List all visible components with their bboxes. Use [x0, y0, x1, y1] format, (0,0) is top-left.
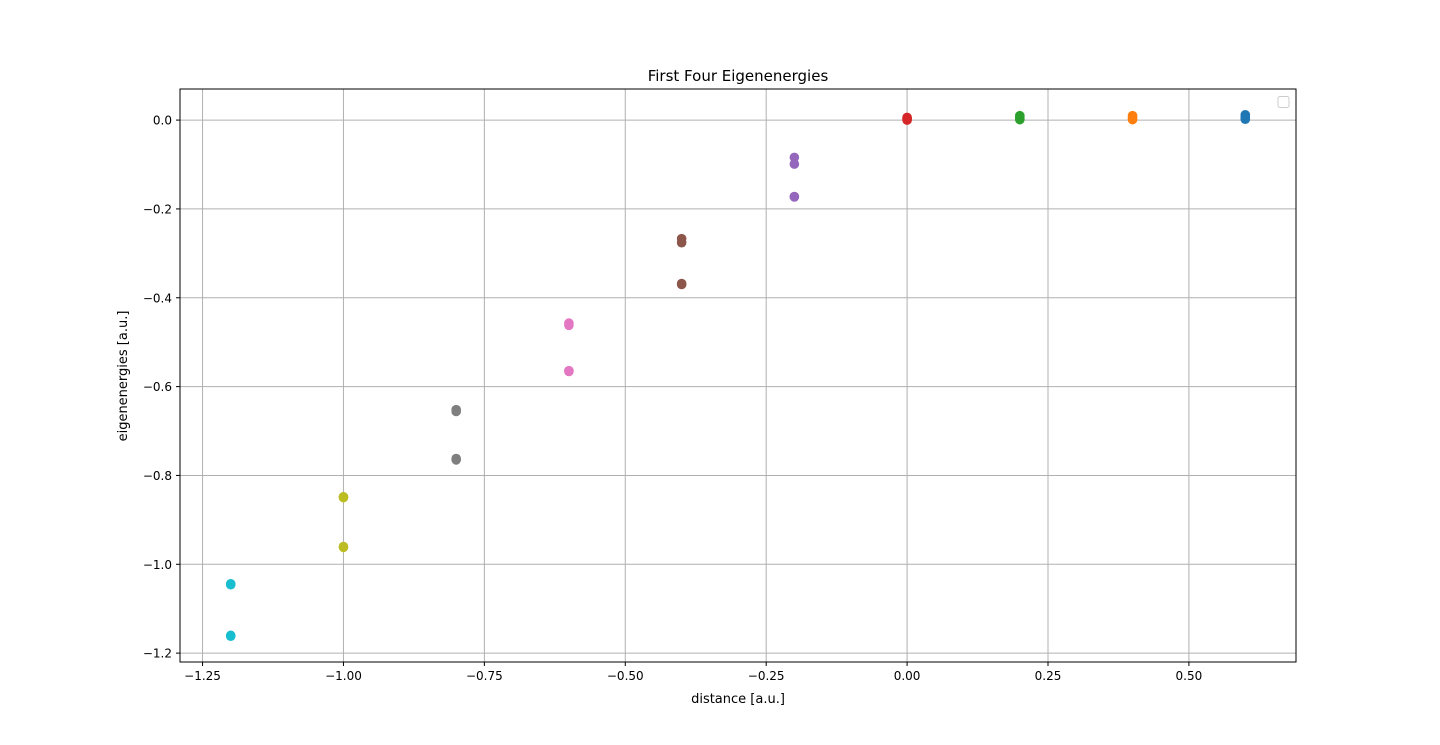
- chart-title: First Four Eigenenergies: [648, 67, 829, 85]
- y-axis-ticks: 0.0 −0.2 −0.4 −0.6 −0.8 −1.0 −1.2: [143, 114, 180, 661]
- x-tick-label: −1.00: [325, 669, 362, 683]
- scatter-point: [225, 579, 236, 590]
- scatter-point: [451, 455, 461, 465]
- y-axis-label: eigenenergies [a.u.]: [116, 311, 131, 442]
- x-tick-label: −0.50: [607, 669, 644, 683]
- scatter-point: [564, 366, 574, 377]
- y-tick-label: −0.2: [143, 202, 172, 216]
- scatter-point: [564, 320, 574, 331]
- x-tick-label: −0.75: [466, 669, 503, 683]
- scatter-point: [338, 492, 349, 503]
- grid-lines: [180, 89, 1296, 662]
- y-tick-label: −1.0: [143, 558, 172, 572]
- scatter-point: [451, 406, 461, 417]
- y-tick-label: −0.6: [143, 380, 172, 394]
- data-points: [225, 109, 1251, 642]
- y-tick-label: −1.2: [143, 647, 172, 661]
- scatter-point: [676, 237, 687, 248]
- scatter-point: [789, 159, 800, 169]
- scatter-point: [789, 152, 800, 163]
- scatter-point: [338, 542, 349, 553]
- x-tick-label: −1.25: [184, 669, 221, 683]
- plot-area-frame: [179, 88, 1297, 663]
- scatter-point: [225, 631, 236, 642]
- x-tick-label: 0.25: [1035, 669, 1062, 683]
- scatter-point: [676, 279, 687, 290]
- scatter-point: [1015, 114, 1025, 125]
- x-tick-label: 0.00: [894, 669, 921, 683]
- legend-box: [1277, 96, 1290, 108]
- y-tick-label: −0.4: [143, 291, 172, 305]
- y-tick-label: −0.8: [143, 469, 172, 483]
- scatter-point: [902, 115, 912, 125]
- scatter-point: [789, 192, 800, 202]
- y-tick-label: 0.0: [153, 114, 172, 128]
- x-tick-label: −0.25: [748, 669, 785, 683]
- scatter-point: [1240, 114, 1251, 125]
- x-axis-label: distance [a.u.]: [691, 692, 785, 707]
- x-axis-ticks: −1.25 −1.00 −0.75 −0.50 −0.25 0.00 0.25 0.50: [184, 662, 1202, 683]
- scatter-point: [1127, 114, 1138, 125]
- x-tick-label: 0.50: [1176, 669, 1203, 683]
